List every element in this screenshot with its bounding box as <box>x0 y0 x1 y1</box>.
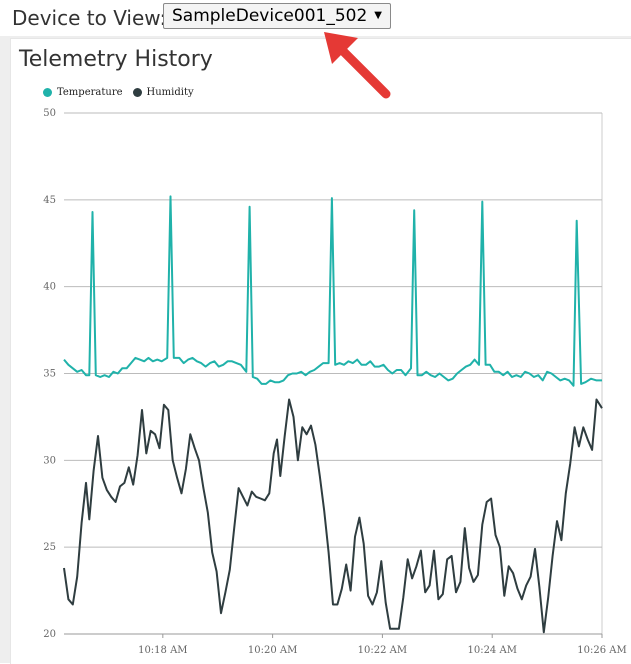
legend-label-temperature: Temperature <box>57 87 123 98</box>
annotation-arrow-icon <box>324 32 391 99</box>
device-toolbar: Device to View: SampleDevice001_502 ▼ <box>0 0 631 38</box>
y-tick-label: 40 <box>43 282 56 293</box>
y-tick-label: 20 <box>43 629 56 640</box>
panel-title: Telemetry History <box>19 47 213 72</box>
legend-dot-humidity <box>132 88 142 97</box>
telemetry-panel: Telemetry History Temperature Humidity <box>10 38 631 664</box>
x-tick-label: 10:26 AM <box>577 645 626 656</box>
x-tick-label: 10:22 AM <box>358 645 407 656</box>
series-line-temperature <box>63 195 602 387</box>
y-tick-label: 30 <box>43 455 56 466</box>
x-tick-label: 10:18 AM <box>138 645 187 656</box>
legend-label-humidity: Humidity <box>146 87 194 98</box>
chart-legend: Temperature Humidity <box>43 87 194 98</box>
y-tick-label: 45 <box>43 195 56 206</box>
device-label: Device to View: <box>12 6 167 30</box>
x-tick-label: 10:20 AM <box>248 645 297 656</box>
legend-item-humidity[interactable]: Humidity <box>132 87 194 98</box>
chevron-down-icon: ▼ <box>374 10 382 21</box>
legend-item-temperature[interactable]: Temperature <box>43 87 123 98</box>
legend-dot-temperature <box>43 88 52 97</box>
x-tick-label: 10:24 AM <box>467 645 516 656</box>
device-select-value: SampleDevice001_502 <box>172 6 368 26</box>
y-tick-label: 25 <box>43 542 56 553</box>
series-line-humidity <box>63 398 603 634</box>
device-select[interactable]: SampleDevice001_502 ▼ <box>163 3 391 29</box>
y-tick-label: 50 <box>43 108 56 119</box>
y-tick-label: 35 <box>43 369 56 380</box>
